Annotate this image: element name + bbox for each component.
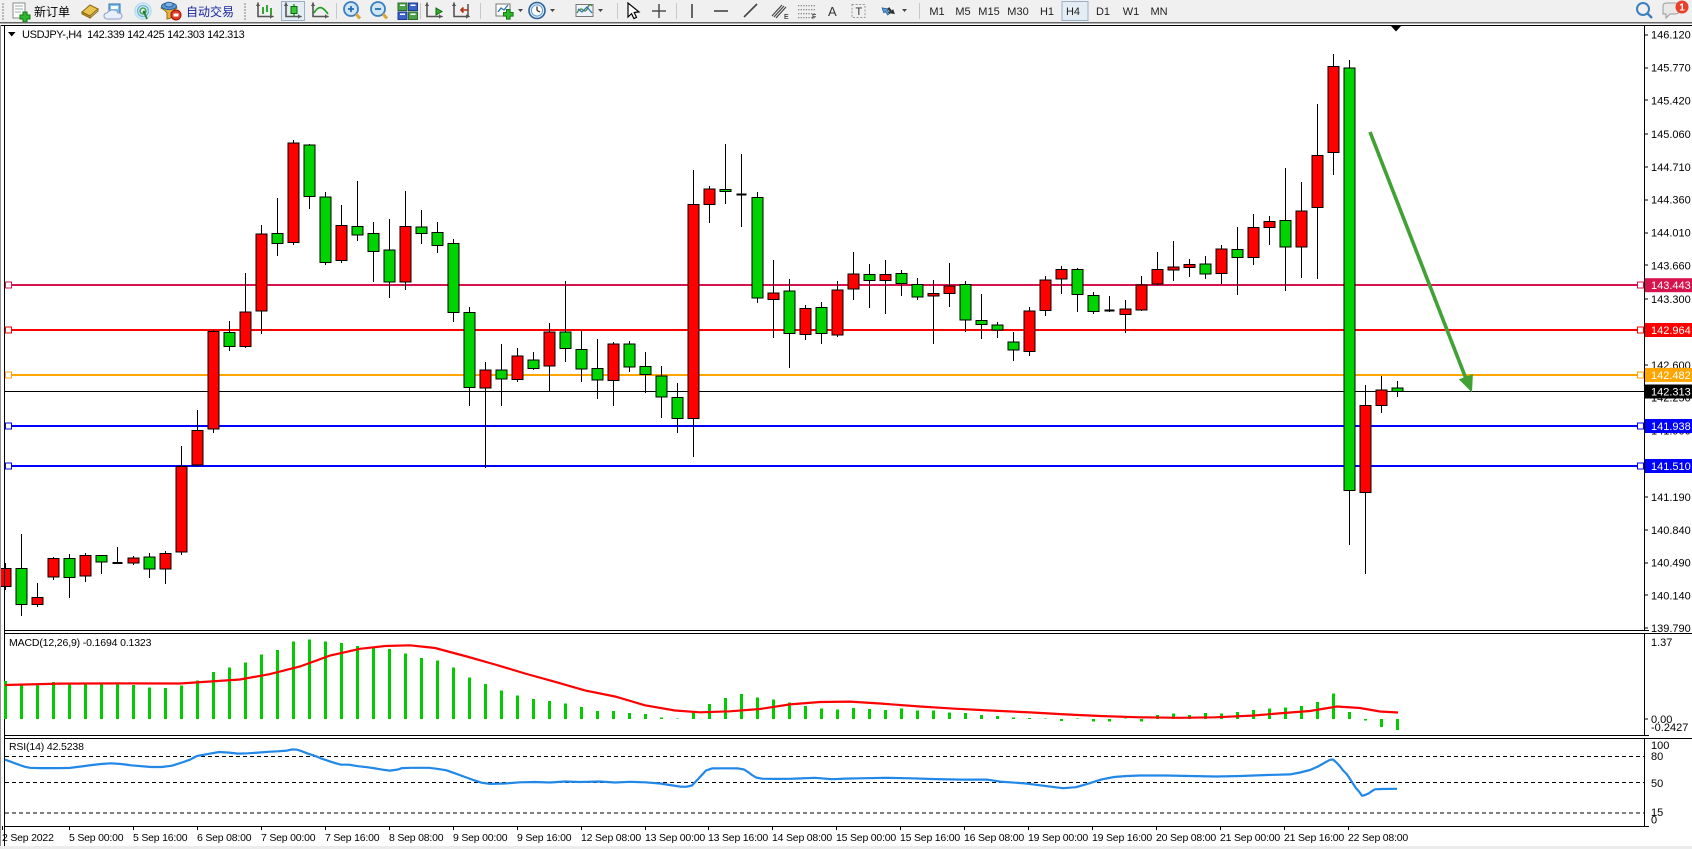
svg-text:21 Sep 00:00: 21 Sep 00:00: [1220, 832, 1280, 844]
svg-text:新订单: 新订单: [34, 4, 70, 19]
svg-text:MN: MN: [1150, 6, 1167, 18]
svg-text:140.490: 140.490: [1651, 558, 1691, 570]
svg-text:0: 0: [1651, 815, 1657, 827]
svg-text:A: A: [828, 4, 837, 19]
svg-text:80: 80: [1651, 751, 1663, 763]
svg-text:1.37: 1.37: [1651, 637, 1672, 649]
svg-text:142.964: 142.964: [1651, 325, 1691, 337]
svg-text:E: E: [784, 14, 789, 21]
svg-text:5 Sep 16:00: 5 Sep 16:00: [133, 832, 188, 844]
svg-text:50: 50: [1651, 778, 1663, 790]
svg-text:140.840: 140.840: [1651, 525, 1691, 537]
svg-text:143.660: 143.660: [1651, 260, 1691, 272]
svg-text:12 Sep 08:00: 12 Sep 08:00: [581, 832, 641, 844]
svg-text:140.140: 140.140: [1651, 590, 1691, 602]
svg-text:15 Sep 00:00: 15 Sep 00:00: [836, 832, 896, 844]
svg-text:H4: H4: [1066, 6, 1080, 18]
svg-text:15: 15: [1651, 807, 1663, 819]
svg-text:-0.2427: -0.2427: [1651, 722, 1688, 734]
svg-text:145.420: 145.420: [1651, 95, 1691, 107]
svg-text:M30: M30: [1007, 6, 1028, 18]
svg-text:1: 1: [1679, 3, 1685, 14]
svg-text:9 Sep 00:00: 9 Sep 00:00: [453, 832, 508, 844]
svg-text:14 Sep 08:00: 14 Sep 08:00: [772, 832, 832, 844]
svg-text:143.300: 143.300: [1651, 294, 1691, 306]
svg-text:6 Sep 08:00: 6 Sep 08:00: [197, 832, 252, 844]
svg-text:13 Sep 00:00: 13 Sep 00:00: [645, 832, 705, 844]
svg-text:141.510: 141.510: [1651, 461, 1691, 473]
svg-text:22 Sep 08:00: 22 Sep 08:00: [1348, 832, 1408, 844]
svg-text:W1: W1: [1123, 6, 1140, 18]
svg-text:143.443: 143.443: [1651, 280, 1691, 292]
svg-text:7 Sep 16:00: 7 Sep 16:00: [325, 832, 380, 844]
svg-text:20 Sep 08:00: 20 Sep 08:00: [1156, 832, 1216, 844]
svg-text:M5: M5: [955, 6, 970, 18]
svg-text:145.060: 145.060: [1651, 129, 1691, 141]
svg-text:100: 100: [1651, 740, 1669, 752]
svg-text:2 Sep 2022: 2 Sep 2022: [2, 832, 54, 844]
svg-text:9 Sep 16:00: 9 Sep 16:00: [517, 832, 572, 844]
svg-text:141.938: 141.938: [1651, 421, 1691, 433]
svg-text:USDJPY-,H4 142.339 142.425 14: USDJPY-,H4 142.339 142.425 142.303 142.3…: [22, 29, 245, 41]
svg-text:5 Sep 00:00: 5 Sep 00:00: [69, 832, 124, 844]
svg-text:MACD(12,26,9) -0.1694 0.1323: MACD(12,26,9) -0.1694 0.1323: [9, 637, 152, 649]
svg-text:7 Sep 00:00: 7 Sep 00:00: [261, 832, 316, 844]
svg-text:142.482: 142.482: [1651, 370, 1691, 382]
svg-text:自动交易: 自动交易: [186, 4, 234, 19]
svg-text:19 Sep 16:00: 19 Sep 16:00: [1092, 832, 1152, 844]
svg-text:RSI(14) 42.5238: RSI(14) 42.5238: [9, 741, 84, 753]
svg-text:142.313: 142.313: [1651, 387, 1691, 399]
svg-text:8 Sep 08:00: 8 Sep 08:00: [389, 832, 444, 844]
svg-text:16 Sep 08:00: 16 Sep 08:00: [964, 832, 1024, 844]
svg-text:146.120: 146.120: [1651, 30, 1691, 42]
svg-text:T: T: [856, 6, 863, 18]
svg-text:141.190: 141.190: [1651, 492, 1691, 504]
svg-text:0.00: 0.00: [1651, 714, 1672, 726]
svg-text:D1: D1: [1096, 6, 1110, 18]
svg-text:19 Sep 00:00: 19 Sep 00:00: [1028, 832, 1088, 844]
svg-text:M1: M1: [929, 6, 944, 18]
svg-text:H1: H1: [1040, 6, 1054, 18]
svg-text:144.710: 144.710: [1651, 162, 1691, 174]
svg-text:145.770: 145.770: [1651, 63, 1691, 75]
svg-text:13 Sep 16:00: 13 Sep 16:00: [708, 832, 768, 844]
svg-text:144.010: 144.010: [1651, 228, 1691, 240]
svg-text:15 Sep 16:00: 15 Sep 16:00: [900, 832, 960, 844]
svg-text:144.360: 144.360: [1651, 195, 1691, 207]
svg-text:139.790: 139.790: [1651, 623, 1691, 635]
svg-text:F: F: [812, 14, 816, 21]
svg-text:M15: M15: [978, 6, 999, 18]
svg-text:21 Sep 16:00: 21 Sep 16:00: [1284, 832, 1344, 844]
